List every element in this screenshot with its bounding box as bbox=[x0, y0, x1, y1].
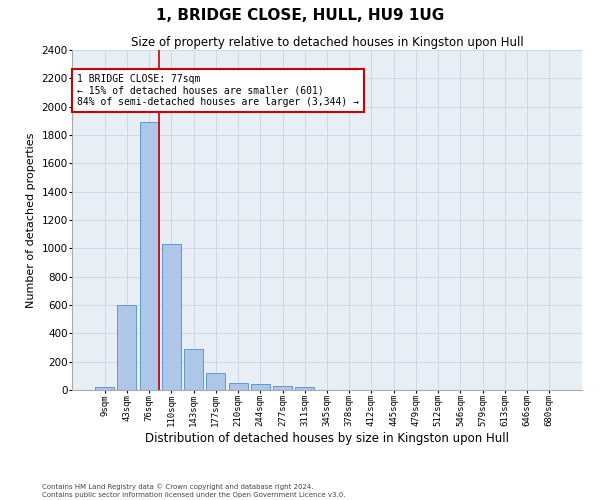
Bar bbox=[184, 349, 203, 390]
Bar bbox=[162, 244, 181, 390]
Title: Size of property relative to detached houses in Kingston upon Hull: Size of property relative to detached ho… bbox=[131, 36, 523, 49]
Bar bbox=[273, 386, 292, 390]
Bar bbox=[118, 305, 136, 390]
Y-axis label: Number of detached properties: Number of detached properties bbox=[26, 132, 36, 308]
X-axis label: Distribution of detached houses by size in Kingston upon Hull: Distribution of detached houses by size … bbox=[145, 432, 509, 445]
Bar bbox=[206, 373, 225, 390]
Text: 1, BRIDGE CLOSE, HULL, HU9 1UG: 1, BRIDGE CLOSE, HULL, HU9 1UG bbox=[156, 8, 444, 22]
Bar bbox=[295, 388, 314, 390]
Bar bbox=[140, 122, 158, 390]
Text: 1 BRIDGE CLOSE: 77sqm
← 15% of detached houses are smaller (601)
84% of semi-det: 1 BRIDGE CLOSE: 77sqm ← 15% of detached … bbox=[77, 74, 359, 107]
Bar bbox=[95, 387, 114, 390]
Text: Contains HM Land Registry data © Crown copyright and database right 2024.
Contai: Contains HM Land Registry data © Crown c… bbox=[42, 484, 346, 498]
Bar bbox=[229, 383, 248, 390]
Bar bbox=[251, 384, 270, 390]
